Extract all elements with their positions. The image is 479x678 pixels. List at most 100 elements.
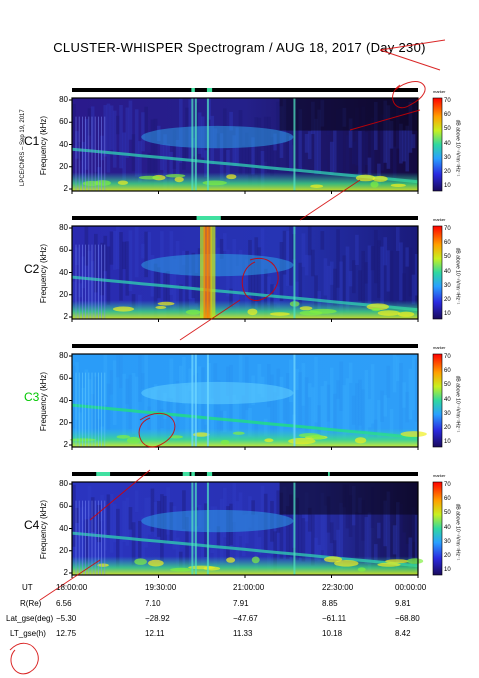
spectrogram-texture [273,284,277,305]
y-tick-label: 60 [59,245,68,255]
spectrogram-texture [116,115,120,135]
spectrogram-texture [128,374,133,430]
y-tick-label: 40 [59,395,68,405]
y-axis-label: Frequency (kHz) [39,243,49,303]
ephemeris-value: −5.30 [56,614,77,623]
spectrogram-texture [270,284,274,314]
spectrogram-texture [289,135,293,172]
spectrogram-texture [414,254,419,296]
colorbar-marker-label: marker [433,89,446,94]
ephemeris-value: −68.80 [395,614,420,623]
spectrogram-texture [414,358,419,422]
spectrogram-texture [163,392,167,419]
spectrogram-texture [138,355,142,402]
low-frequency-burst [226,557,236,563]
spectrogram-texture [351,395,356,425]
ephem-label-ut: UT [22,583,33,592]
spectrogram-texture [222,410,227,433]
spectrogram-texture [245,132,249,175]
colorbar-label: dB above 10⁻⁸V²m⁻²Hz⁻¹ [454,247,461,304]
spectrogram-texture [103,235,108,272]
spectrogram-texture [112,360,117,425]
panel-marker-segment [206,88,213,92]
spectrogram-texture [188,368,193,391]
colorbar-tick-label: 70 [444,98,451,104]
spectrogram-texture [389,408,394,439]
spectrogram-texture [304,254,309,276]
ephemeris-value: 6.56 [56,599,72,608]
spectrogram-texture [298,109,303,170]
low-frequency-burst [247,308,258,316]
ephem-label-r: R(Re) [20,599,42,608]
spectrogram-texture [103,530,108,551]
colorbar-tick-label: 50 [444,510,451,517]
spectrogram-texture [339,261,344,317]
spectrogram-texture [112,110,117,168]
spectrogram-texture [333,130,337,172]
spectrogram-texture [169,358,174,399]
spectrogram-texture [147,232,152,261]
low-frequency-burst [397,311,415,317]
spectrogram-texture [78,507,82,574]
low-frequency-band [72,300,418,319]
spectrogram-texture [147,152,152,182]
spectrogram-texture [97,504,101,543]
spectrogram-texture [134,490,139,513]
panel-marker-segment [182,472,190,476]
panel-marker-bar [72,344,418,348]
spectrogram-texture [153,263,158,317]
spectrogram-texture [241,273,246,292]
y-tick-label: 2 [63,312,68,321]
spectrogram-texture [131,372,136,434]
spectrogram-texture [348,118,353,148]
spectrogram-texture [307,507,312,532]
spectrogram-texture [81,256,86,289]
spectrogram-texture [166,397,171,442]
spectrogram-texture [392,354,397,393]
colorbar-label: dB above 10⁻⁸V²m⁻²Hz⁻¹ [454,503,461,560]
low-frequency-burst [192,432,210,437]
spectrogram-texture [150,255,155,297]
spectrogram-texture [112,230,117,270]
spectrogram-texture [235,501,240,571]
spectrogram-texture [100,242,104,296]
spectrogram-texture [326,384,331,422]
spectrogram-texture [383,100,388,163]
spectrogram-texture [389,250,394,318]
spectrogram-texture [358,379,362,426]
spectrogram-texture [216,526,221,547]
spectrogram-texture [285,98,290,167]
ephemeris-value: 11.33 [233,629,253,638]
spectrogram-texture [408,247,413,297]
panel-label-c1: C1 [24,134,40,148]
spectrogram-texture [72,484,76,547]
emission-cloud [141,253,294,277]
y-tick-label: 60 [59,501,68,511]
spectrogram-texture [380,504,384,559]
spectrogram-texture [342,385,347,440]
y-axis-label: Frequency (kHz) [39,115,49,175]
spectrogram-texture [131,522,136,566]
ephemeris-value: 12.11 [145,629,165,638]
emission-cloud [141,381,294,405]
spectrogram-texture [90,497,95,533]
spectrogram-texture [75,131,79,159]
spectrogram-texture [329,261,334,285]
spectrogram-texture [301,233,306,267]
spectrogram-texture [402,273,406,304]
spectrogram-texture [285,506,290,560]
spectrogram-texture [380,246,384,307]
low-frequency-burst [155,305,167,309]
spectrogram-texture [386,105,391,169]
low-frequency-burst [377,310,400,316]
spectrogram-texture [348,362,353,383]
low-frequency-band [72,556,418,575]
low-frequency-burst [269,312,290,316]
spectrogram-texture [125,378,130,405]
spectrogram-texture [81,506,86,521]
spectrogram-texture [320,231,325,250]
low-frequency-burst [126,436,141,444]
spectrogram-texture [90,394,95,440]
spectrogram-texture [323,258,328,296]
low-frequency-burst [299,306,313,311]
